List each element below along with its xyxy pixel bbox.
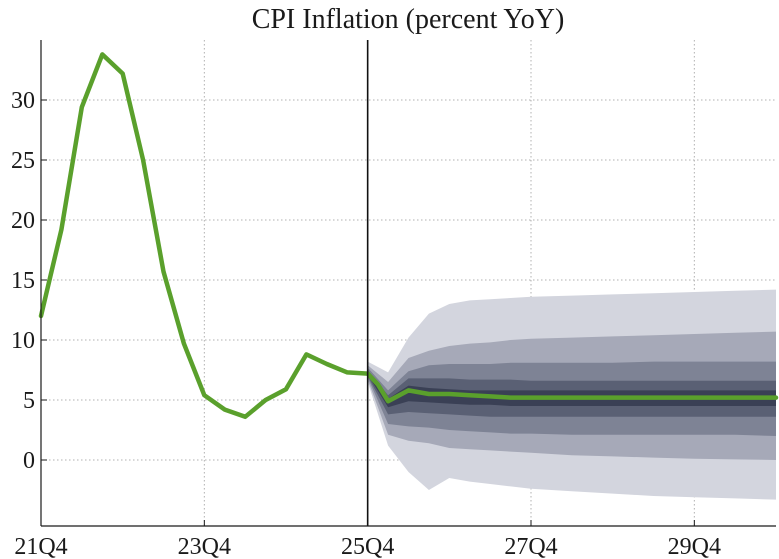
series-line-group [38, 52, 779, 420]
series-line-1 [38, 52, 779, 420]
chart-title: CPI Inflation (percent YoY) [252, 4, 565, 35]
x-tick-labels: 21Q4 23Q4 25Q4 27Q4 29Q4 [14, 534, 721, 559]
y-tick-labels: 0 5 10 15 20 25 30 [11, 88, 35, 474]
y-tick-label-25: 25 [11, 148, 35, 174]
x-tick-label-21Q4: 21Q4 [14, 534, 67, 559]
x-tick-label-25Q4: 25Q4 [341, 534, 394, 559]
y-tick-label-30: 30 [11, 88, 35, 114]
y-tick-label-10: 10 [11, 328, 35, 354]
y-tick-label-20: 20 [11, 208, 35, 234]
y-tick-label-5: 5 [23, 388, 35, 414]
y-tick-label-0: 0 [23, 448, 35, 474]
y-tick-label-15: 15 [11, 268, 35, 294]
axes [40, 40, 776, 527]
x-tick-label-27Q4: 27Q4 [504, 534, 557, 559]
x-tick-label-23Q4: 23Q4 [178, 534, 231, 559]
x-tick-label-29Q4: 29Q4 [668, 534, 721, 559]
